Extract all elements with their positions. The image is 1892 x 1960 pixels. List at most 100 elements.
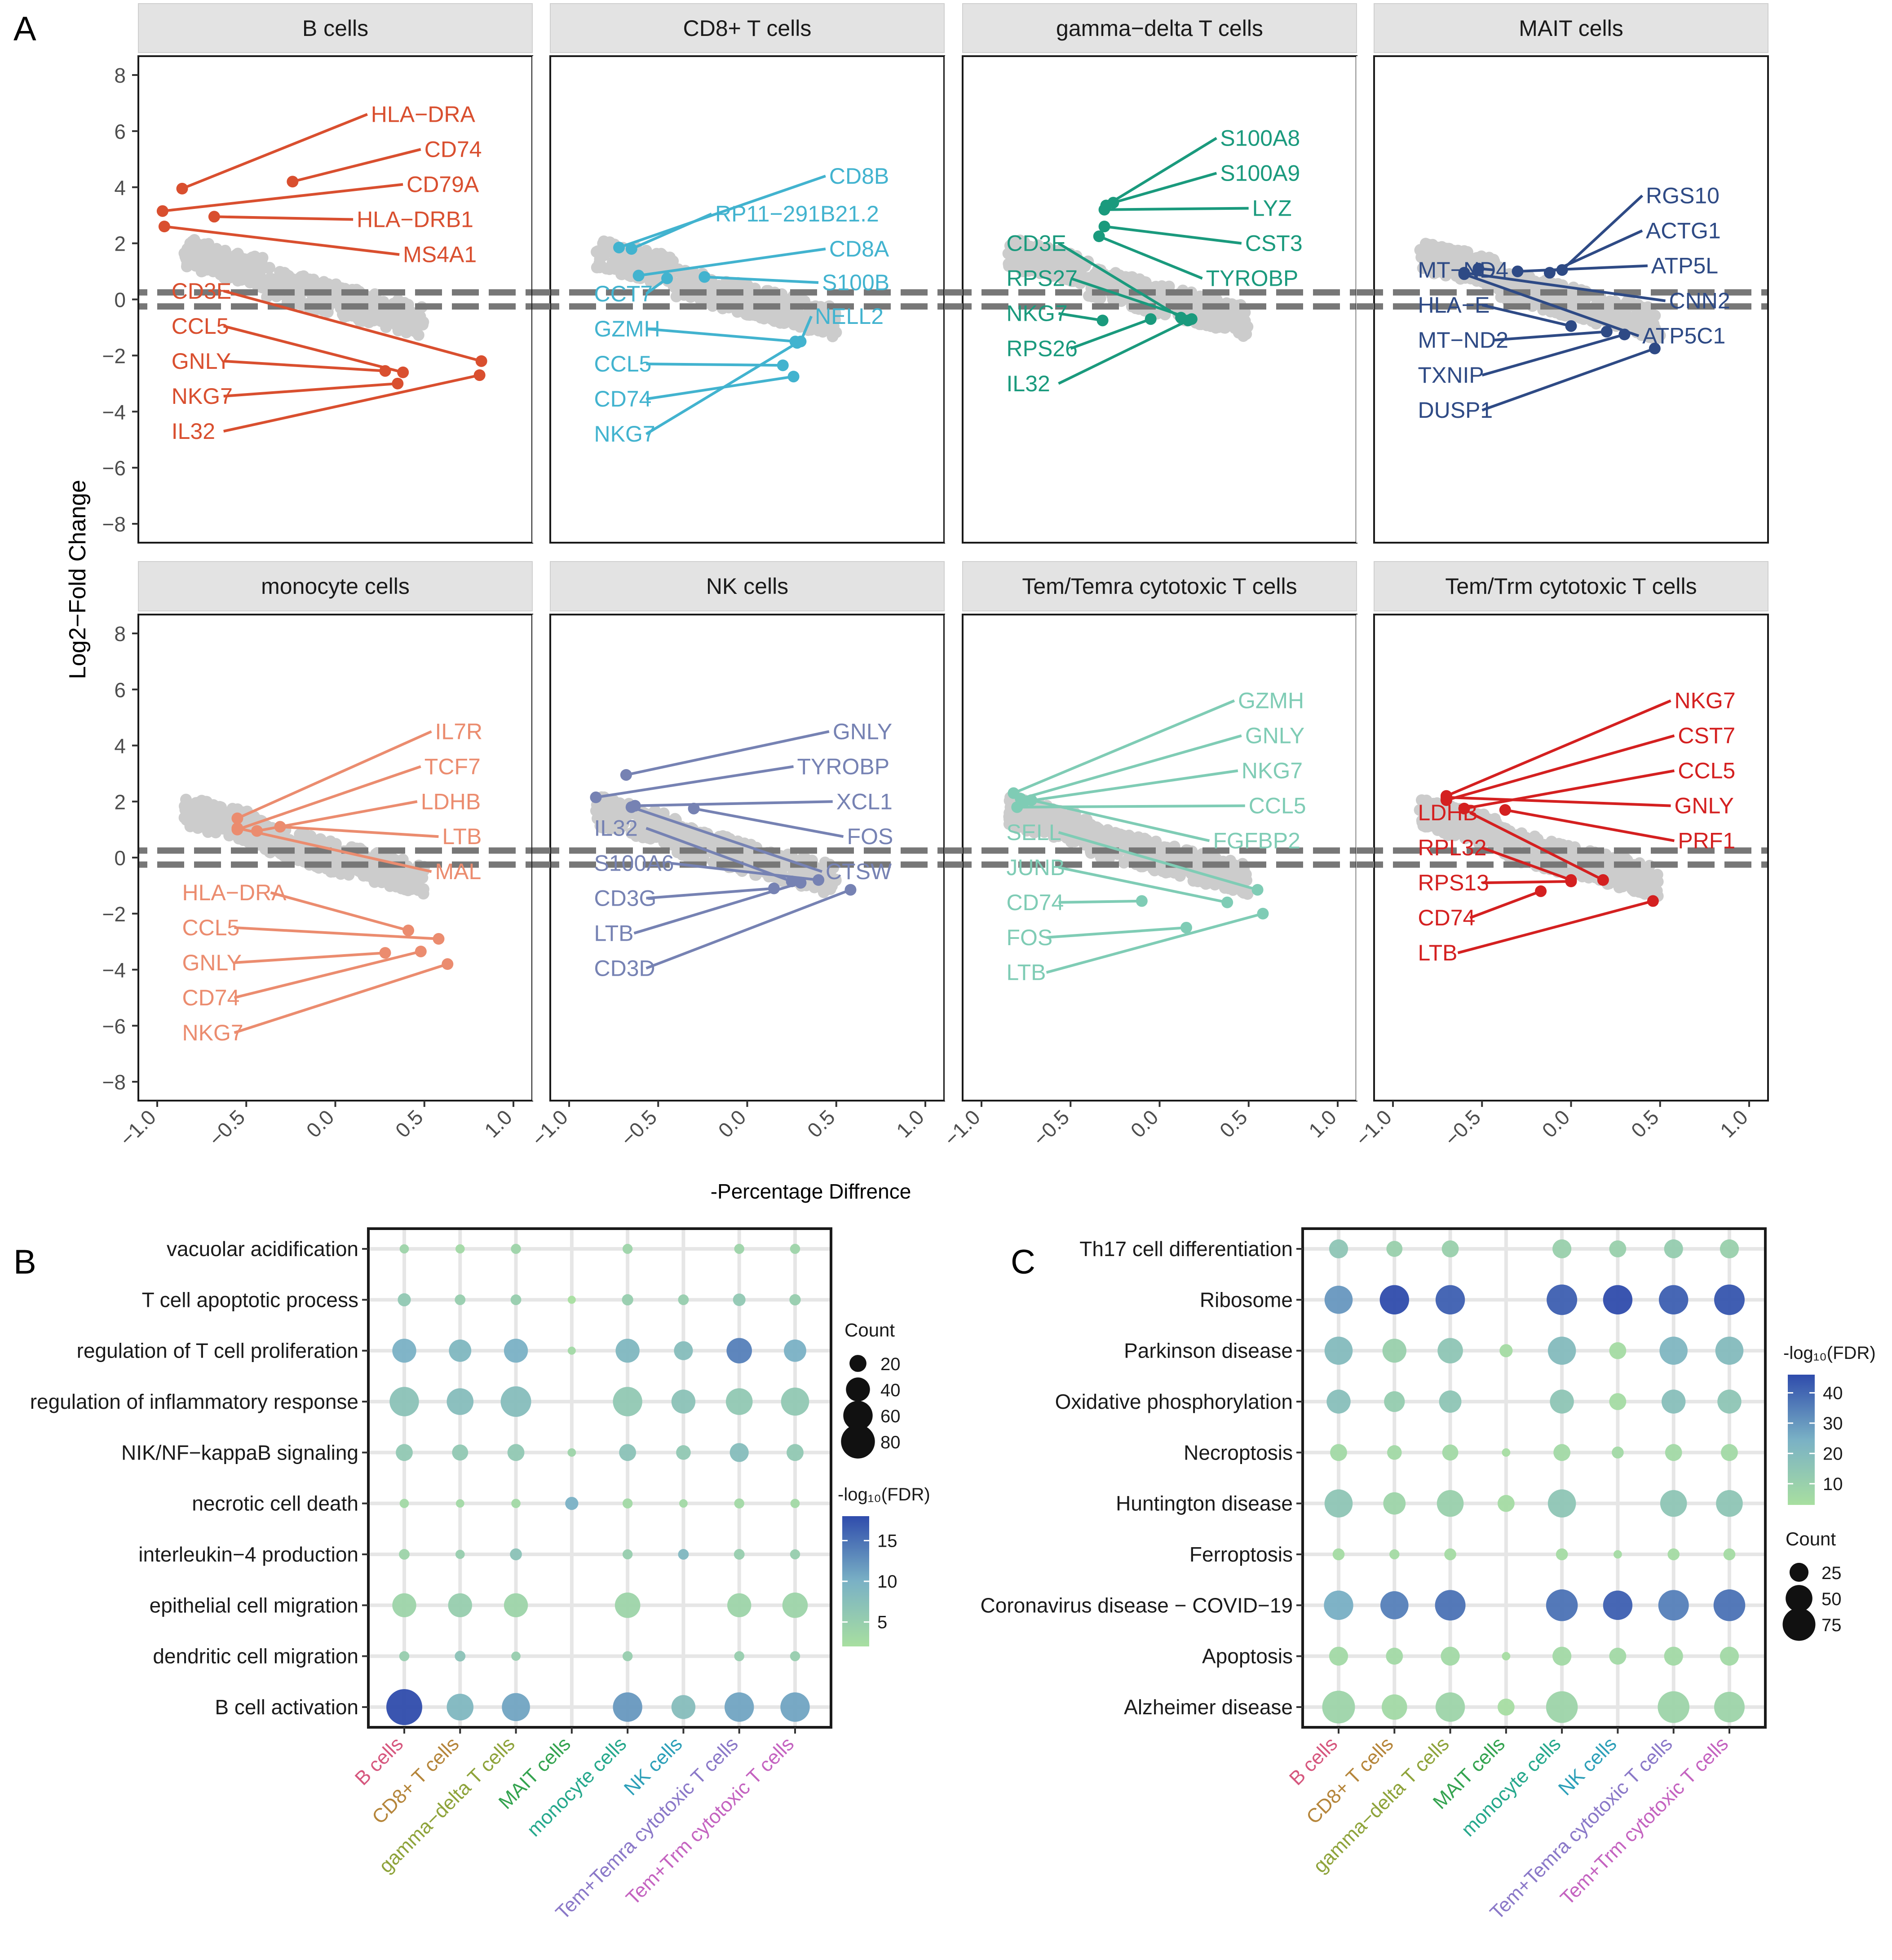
background-point — [644, 250, 656, 262]
labelled-point — [1182, 314, 1194, 327]
background-point — [1062, 813, 1074, 825]
background-point — [194, 810, 206, 822]
dot — [734, 1243, 744, 1254]
dot — [449, 1339, 472, 1362]
label-connector — [646, 327, 796, 343]
gene-label: S100A8 — [1220, 125, 1300, 150]
dot — [1387, 1445, 1402, 1460]
background-point — [591, 261, 603, 274]
gene-label: HLA−E — [1418, 292, 1490, 318]
facet-title: CD8+ T cells — [683, 16, 812, 41]
labelled-point — [1512, 265, 1524, 278]
labelled-point — [379, 365, 391, 377]
dot — [398, 1293, 411, 1306]
dot — [1502, 1448, 1511, 1457]
label-connector — [645, 341, 798, 435]
gene-label: FGFBP2 — [1213, 828, 1300, 854]
dot — [1720, 1239, 1739, 1259]
background-point — [1205, 320, 1217, 332]
legend-count-dot — [846, 1377, 870, 1402]
dot — [790, 1499, 800, 1508]
labelled-point — [1565, 320, 1577, 332]
labelled-point — [397, 366, 409, 378]
gene-label: CST3 — [1245, 231, 1303, 256]
facet-frame — [549, 55, 945, 544]
background-point — [263, 262, 275, 274]
gene-label: GNLY — [1245, 723, 1304, 748]
dot — [1497, 1495, 1515, 1512]
label-connector — [223, 289, 482, 363]
dot — [1382, 1338, 1406, 1363]
dot — [725, 1692, 754, 1722]
labelled-point — [791, 337, 803, 349]
dot — [622, 1651, 633, 1661]
labelled-point — [1257, 907, 1269, 920]
dot — [1659, 1285, 1689, 1315]
gene-label: NKG7 — [1674, 688, 1735, 713]
gutter-mask-left — [532, 615, 549, 1101]
dot — [1324, 1336, 1353, 1365]
dot — [502, 1693, 530, 1721]
y-category-label: Necroptosis — [1184, 1441, 1293, 1464]
labelled-point — [1535, 885, 1547, 897]
y-tick-label: 2 — [114, 790, 126, 814]
dot — [1386, 1647, 1403, 1665]
gene-label: RPL32 — [1418, 835, 1487, 860]
background-point — [1628, 311, 1640, 323]
background-point — [196, 795, 208, 807]
y-tick-label: −8 — [102, 1071, 126, 1094]
labelled-point — [208, 211, 220, 223]
dot — [1556, 1548, 1568, 1561]
background-point — [821, 884, 833, 896]
dot — [1322, 1690, 1355, 1724]
dot — [784, 1339, 806, 1362]
gene-label: CNN2 — [1669, 288, 1730, 314]
dot — [448, 1593, 472, 1618]
background-point — [248, 257, 260, 269]
gene-label: CD74 — [424, 137, 482, 162]
dot — [1660, 1490, 1687, 1517]
legend-count-dot — [1786, 1585, 1812, 1612]
background-point — [197, 821, 208, 833]
gene-label: CCL5 — [594, 351, 652, 376]
gene-label: CD3E — [1007, 231, 1066, 256]
background-point — [354, 315, 366, 327]
gene-label: CTSW — [826, 859, 892, 884]
labelled-point — [231, 822, 243, 834]
background-point — [269, 273, 281, 285]
dot — [1444, 1548, 1456, 1561]
dot — [619, 1444, 637, 1461]
y-tick-label: 6 — [114, 120, 126, 143]
gene-label: IL32 — [172, 419, 215, 444]
background-point — [1613, 314, 1625, 327]
label-connector — [164, 225, 400, 256]
dot — [504, 1338, 528, 1363]
dot — [1502, 1652, 1511, 1661]
background-point — [1432, 241, 1444, 253]
background-point — [706, 296, 718, 308]
y-category-label: Coronavirus disease − COVID−19 — [981, 1593, 1293, 1617]
background-point — [1064, 252, 1076, 264]
dot — [1665, 1444, 1682, 1461]
labelled-point — [1597, 874, 1609, 886]
gene-label: LYZ — [1252, 196, 1292, 221]
dot — [671, 1389, 696, 1414]
dot — [399, 1549, 410, 1560]
background-point — [377, 874, 389, 886]
facet-strip — [1374, 3, 1768, 53]
dot — [510, 1294, 522, 1305]
legend-count-label: 40 — [880, 1380, 901, 1400]
gene-label: JUNB — [1007, 855, 1065, 880]
dot — [1664, 1646, 1683, 1666]
labelled-point — [442, 958, 454, 970]
dot — [455, 1244, 465, 1254]
gene-label: GNLY — [1674, 793, 1733, 819]
background-point — [1653, 328, 1666, 340]
labelled-point — [392, 377, 404, 389]
background-point — [599, 237, 611, 249]
labelled-point — [1221, 896, 1233, 908]
gene-label: MT−ND4 — [1418, 257, 1508, 283]
gene-label: PRF1 — [1678, 828, 1735, 854]
gene-label: ATP5L — [1651, 253, 1718, 279]
